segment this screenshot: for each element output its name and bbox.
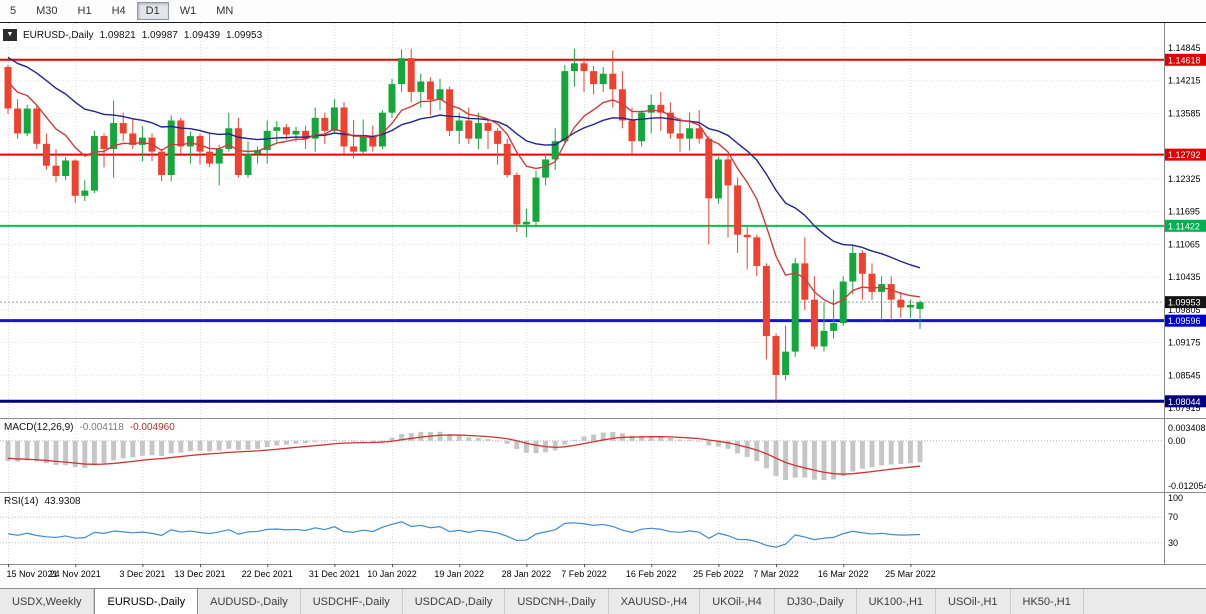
chart-header: ▼ EURUSD-,Daily 1.09821 1.09987 1.09439 … <box>3 29 262 41</box>
svg-text:1.14215: 1.14215 <box>1168 76 1201 86</box>
svg-text:16 Feb 2022: 16 Feb 2022 <box>626 569 677 579</box>
chart-tab-audusd-daily[interactable]: AUDUSD-,Daily <box>198 589 301 614</box>
price-chart-canvas[interactable]: 1.14845 1.14215 1.13585 1.12325 1.11695 1.110… <box>0 23 1206 588</box>
svg-text:1.14618: 1.14618 <box>1168 55 1201 65</box>
chart-tabs-bar: USDX,Weekly EURUSD-,Daily AUDUSD-,Daily USD… <box>0 588 1206 614</box>
timeframe-button-h1[interactable]: H1 <box>77 5 92 17</box>
chart-tab-dj30-daily[interactable]: DJ30-,Daily <box>775 589 857 614</box>
timeframe-button-w1[interactable]: W1 <box>179 5 197 17</box>
price-scale[interactable]: 1.14845 1.14215 1.13585 1.12325 1.11695 1.110… <box>1165 43 1206 413</box>
svg-text:1.11695: 1.11695 <box>1168 207 1200 217</box>
svg-text:1.09805: 1.09805 <box>1168 305 1201 315</box>
svg-text:28 Jan 2022: 28 Jan 2022 <box>502 569 552 579</box>
ohlc-open: 1.09821 <box>99 29 136 41</box>
macd-histogram <box>5 431 923 481</box>
svg-text:16 Mar 2022: 16 Mar 2022 <box>818 569 869 579</box>
svg-text:1.10435: 1.10435 <box>1168 272 1201 282</box>
svg-text:1.11422: 1.11422 <box>1168 221 1200 231</box>
chart-tab-usoil-h1[interactable]: USOil-,H1 <box>936 589 1011 614</box>
svg-text:22 Dec 2021: 22 Dec 2021 <box>242 569 293 579</box>
svg-text:1.08545: 1.08545 <box>1168 370 1201 380</box>
svg-text:1.08044: 1.08044 <box>1168 397 1201 407</box>
chart-tab-usdcnh-daily[interactable]: USDCNH-,Daily <box>505 589 609 614</box>
chart-tab-xauusd-h4[interactable]: XAUUSD-,H4 <box>609 589 701 614</box>
svg-text:25 Mar 2022: 25 Mar 2022 <box>885 569 936 579</box>
svg-text:24 Nov 2021: 24 Nov 2021 <box>50 569 101 579</box>
chart-tab-usdchf-daily[interactable]: USDCHF-,Daily <box>301 589 403 614</box>
svg-text:1.12792: 1.12792 <box>1168 150 1201 160</box>
chart-tab-ukoil-h4[interactable]: UKOil-,H4 <box>700 589 775 614</box>
timeframe-button-5[interactable]: 5 <box>10 5 17 17</box>
ohlc-high: 1.09987 <box>141 29 178 41</box>
timeframe-button-mn[interactable]: MN <box>216 5 234 17</box>
svg-text:7 Mar 2022: 7 Mar 2022 <box>753 569 799 579</box>
horizontal-level-lines[interactable] <box>0 58 1164 403</box>
chart-tab-eurusd-daily[interactable]: EURUSD-,Daily <box>94 589 199 614</box>
ohlc-low: 1.09439 <box>183 29 221 41</box>
svg-text:19 Jan 2022: 19 Jan 2022 <box>434 569 484 579</box>
timeframe-button-h4[interactable]: H4 <box>111 5 126 17</box>
svg-text:-0.012054: -0.012054 <box>1168 481 1206 491</box>
svg-text:1.14845: 1.14845 <box>1168 43 1201 53</box>
svg-text:30: 30 <box>1168 538 1178 548</box>
chart-tab-hk50-h1[interactable]: HK50-,H1 <box>1011 589 1084 614</box>
svg-text:1.09175: 1.09175 <box>1168 338 1201 348</box>
svg-text:13 Dec 2021: 13 Dec 2021 <box>174 569 225 579</box>
svg-text:25 Feb 2022: 25 Feb 2022 <box>693 569 744 579</box>
timeframe-button-m30[interactable]: M30 <box>36 5 58 17</box>
svg-text:0.003408: 0.003408 <box>1168 423 1206 433</box>
svg-text:7 Feb 2022: 7 Feb 2022 <box>561 569 607 579</box>
svg-text:1.13585: 1.13585 <box>1168 108 1201 118</box>
collapse-chart-icon[interactable]: ▼ <box>3 29 17 41</box>
svg-text:3 Dec 2021: 3 Dec 2021 <box>119 569 165 579</box>
svg-text:15 Nov 2021: 15 Nov 2021 <box>6 569 57 579</box>
symbol-label: EURUSD-,Daily <box>23 29 94 41</box>
svg-text:1.12325: 1.12325 <box>1168 174 1201 184</box>
chart-tab-usdcad-daily[interactable]: USDCAD-,Daily <box>403 589 506 614</box>
chart-window: 1.14845 1.14215 1.13585 1.12325 1.11695 1.110… <box>0 22 1206 588</box>
macd-scale: 0.003408 0.00 -0.012054 <box>1168 423 1206 491</box>
chart-tab-usdx-weekly[interactable]: USDX,Weekly <box>0 589 95 614</box>
svg-text:1.11065: 1.11065 <box>1168 239 1200 249</box>
svg-text:10 Jan 2022: 10 Jan 2022 <box>367 569 417 579</box>
macd-label: MACD(12,26,9) -0.004118 -0.004960 <box>4 422 175 433</box>
svg-text:70: 70 <box>1168 512 1178 522</box>
svg-text:100: 100 <box>1168 493 1183 503</box>
timeframe-toolbar: 5 M30 H1 H4 D1 W1 MN <box>0 0 1206 22</box>
grid <box>0 23 1164 564</box>
rsi-scale: 100 70 30 <box>1168 493 1183 548</box>
svg-text:1.09953: 1.09953 <box>1168 298 1201 308</box>
svg-text:1.07915: 1.07915 <box>1168 403 1201 413</box>
chart-tab-uk100-h1[interactable]: UK100-,H1 <box>857 589 937 614</box>
ohlc-close: 1.09953 <box>226 29 263 41</box>
timeframe-button-d1[interactable]: D1 <box>136 2 169 20</box>
candlestick-series <box>4 48 924 401</box>
svg-text:1.09596: 1.09596 <box>1168 316 1201 326</box>
svg-text:31 Dec 2021: 31 Dec 2021 <box>309 569 360 579</box>
rsi-label: RSI(14) 43.9308 <box>4 496 81 507</box>
svg-text:0.00: 0.00 <box>1168 436 1186 446</box>
